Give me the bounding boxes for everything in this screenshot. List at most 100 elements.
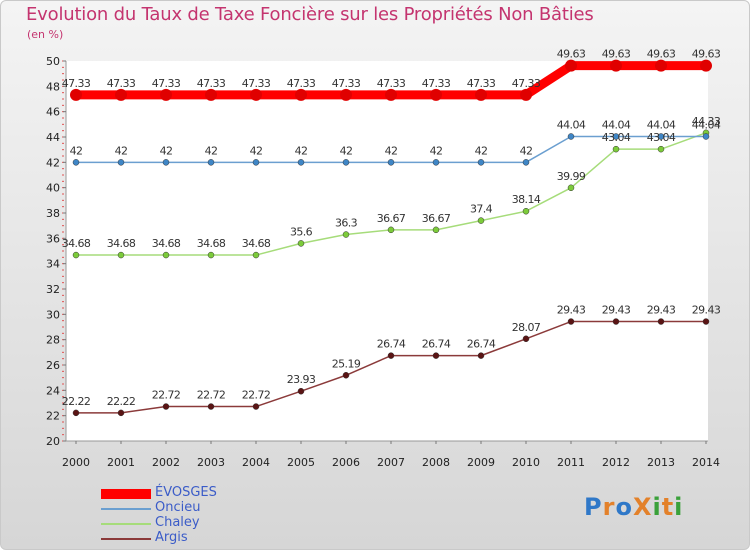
data-point	[70, 88, 82, 101]
data-point	[72, 251, 80, 259]
data-point	[522, 335, 530, 343]
data-point	[297, 159, 305, 166]
data-point	[702, 133, 710, 140]
data-point	[477, 217, 485, 224]
data-label: 44.33	[692, 115, 721, 128]
data-label: 29.43	[692, 304, 721, 317]
legend-swatch	[101, 538, 151, 540]
data-label: 47.33	[377, 77, 406, 90]
data-point	[477, 352, 485, 359]
y-tick-label: 20	[46, 435, 60, 448]
data-point	[387, 352, 395, 359]
data-point	[567, 184, 575, 192]
data-label: 42	[430, 144, 443, 157]
x-tick-label: 2001	[107, 456, 135, 469]
plot-area	[66, 61, 708, 441]
data-point	[117, 159, 125, 166]
data-label: 47.33	[152, 77, 181, 90]
data-point	[657, 318, 665, 325]
data-point	[565, 59, 577, 72]
data-point	[610, 59, 622, 72]
data-point	[432, 352, 440, 359]
data-label: 44.04	[557, 118, 586, 131]
data-point	[522, 207, 530, 215]
x-tick-label: 2004	[242, 456, 270, 469]
data-label: 34.68	[152, 237, 181, 250]
data-point	[207, 251, 215, 259]
chart-title: Evolution du Taux de Taxe Foncière sur l…	[26, 4, 594, 25]
data-label: 29.43	[647, 304, 676, 317]
x-tick-label: 2010	[512, 456, 540, 469]
data-point	[612, 133, 620, 140]
legend-label: Chaley	[155, 515, 200, 530]
x-tick-label: 2011	[557, 456, 585, 469]
data-label: 43.04	[647, 131, 676, 144]
data-label: 47.33	[467, 77, 496, 90]
proxiti-logo: ProXiti	[584, 493, 683, 521]
data-point	[612, 318, 620, 325]
data-point	[162, 159, 170, 166]
data-label: 42	[340, 144, 353, 157]
x-tick-label: 2008	[422, 456, 450, 469]
data-label: 44.04	[692, 118, 721, 131]
data-point	[385, 88, 397, 101]
data-point	[252, 403, 260, 410]
data-point	[567, 133, 575, 140]
logo-letter: t	[661, 493, 675, 521]
data-label: 29.43	[557, 304, 586, 317]
data-point	[432, 226, 440, 234]
data-label: 34.68	[197, 237, 226, 250]
data-point	[117, 409, 125, 417]
data-point	[205, 88, 217, 101]
data-label: 49.63	[647, 48, 676, 61]
legend-label: ÉVOSGES	[155, 485, 217, 500]
x-tick-label: 2007	[377, 456, 405, 469]
legend-swatch	[101, 523, 151, 525]
data-label: 22.72	[152, 389, 181, 402]
data-point	[432, 159, 440, 166]
data-point	[162, 403, 170, 410]
data-point	[567, 318, 575, 325]
data-label: 47.33	[197, 77, 226, 90]
data-label: 47.33	[62, 77, 91, 90]
data-label: 49.63	[557, 48, 586, 61]
logo-letter: i	[652, 493, 662, 521]
data-point	[342, 231, 350, 238]
data-label: 34.68	[242, 237, 271, 250]
data-label: 36.67	[377, 212, 406, 225]
data-point	[477, 159, 485, 166]
data-label: 34.68	[107, 237, 136, 250]
data-point	[162, 251, 170, 259]
data-label: 22.22	[107, 395, 136, 408]
data-label: 47.33	[422, 77, 451, 90]
data-label: 42	[160, 144, 173, 157]
data-label: 47.33	[107, 77, 136, 90]
data-point	[702, 318, 710, 325]
data-point	[655, 59, 667, 72]
data-label: 22.22	[62, 395, 91, 408]
data-label: 47.33	[512, 77, 541, 90]
data-point	[72, 409, 80, 417]
data-label: 42	[115, 144, 128, 157]
logo-letter: r	[602, 493, 616, 521]
data-point	[700, 59, 712, 72]
data-label: 47.33	[242, 77, 271, 90]
data-label: 49.63	[692, 48, 721, 61]
data-label: 37.4	[470, 203, 493, 216]
data-label: 26.74	[467, 338, 496, 351]
data-label: 36.67	[422, 212, 451, 225]
data-label: 42	[250, 144, 263, 157]
data-label: 42	[475, 144, 488, 157]
data-label: 22.72	[242, 389, 271, 402]
x-tick-label: 2005	[287, 456, 315, 469]
data-label: 36.3	[335, 217, 358, 230]
data-label: 34.68	[62, 237, 91, 250]
data-point	[250, 88, 262, 101]
data-label: 28.07	[512, 321, 541, 334]
logo-letter: o	[615, 493, 633, 521]
data-point	[612, 145, 620, 153]
x-tick-label: 2013	[647, 456, 675, 469]
data-label: 42	[520, 144, 533, 157]
